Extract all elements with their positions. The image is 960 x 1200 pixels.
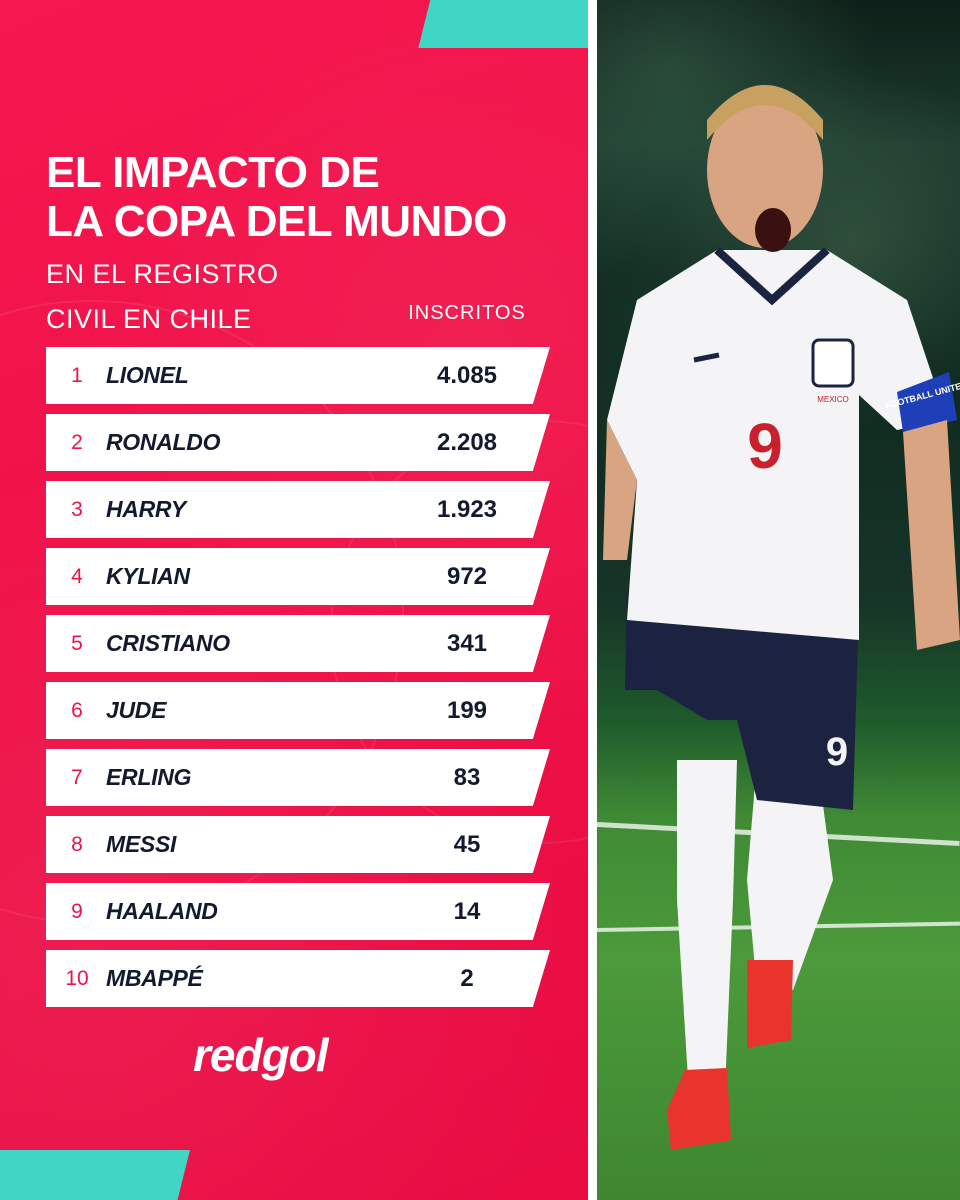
subtitle-line-2: CIVIL EN CHILE [46,304,252,334]
ranking-row: 4 KYLIAN 972 [46,548,550,605]
teal-accent-bottom [0,1150,190,1200]
rank-number: 5 [71,632,83,655]
inscritos-count: 45 [453,831,481,858]
shorts-number: 9 [826,730,848,774]
rank-number: 2 [71,431,83,454]
player-figure: 9 9 FOOTBALL UNITES MEXICO [603,85,960,1150]
player-hair [707,85,823,140]
left-arm [603,420,637,560]
player-head [707,92,823,248]
rank-number: 8 [71,833,83,856]
column-header-inscritos: INSCRITOS [408,302,526,324]
page-title: EL IMPACTO DE LA COPA DEL MUNDO [46,148,507,246]
panel-divider [588,0,597,1200]
rank-number: 4 [71,565,83,588]
ranking-row: 5 CRISTIANO 341 [46,615,550,672]
teal-accent-top [418,0,588,48]
redgol-logo: redgol [193,1029,329,1081]
rank-number: 1 [71,364,83,387]
inscritos-count: 2.208 [436,429,498,456]
player-name: MESSI [106,831,177,857]
left-boot [667,1068,731,1150]
right-arm [903,420,960,650]
ranking-row: 7 ERLING 83 [46,749,550,806]
player-name: HARRY [106,496,186,522]
rank-number: 3 [71,498,83,521]
player-photo: 9 9 FOOTBALL UNITES MEXICO [597,0,960,1200]
title-line-2: LA COPA DEL MUNDO [46,197,507,246]
ranking-row: 2 RONALDO 2.208 [46,414,550,471]
inscritos-count: 14 [453,898,481,925]
inscritos-count: 83 [453,764,481,791]
player-name: ERLING [106,764,192,790]
rank-number: 6 [71,699,83,722]
ranking-row: 9 HAALAND 14 [46,883,550,940]
rank-number: 9 [71,900,83,923]
ranking-row: 3 HARRY 1.923 [46,481,550,538]
subtitle-line-1: EN EL REGISTRO [46,259,279,289]
player-name: CRISTIANO [106,630,230,656]
inscritos-count: 341 [446,630,488,657]
player-name: MBAPPÉ [106,965,203,991]
ranking-panel: EL IMPACTO DE LA COPA DEL MUNDO EN EL RE… [0,0,588,1200]
shorts [625,590,859,810]
ranking-row: 8 MESSI 45 [46,816,550,873]
captain-armband [897,372,957,432]
open-mouth [755,208,791,252]
shirt-number: 9 [747,410,783,482]
inscritos-count: 4.085 [436,362,498,389]
player-name: LIONEL [106,362,189,388]
ranking-row: 1 LIONEL 4.085 [46,347,550,404]
inscritos-count: 1.923 [436,496,498,523]
player-name: HAALAND [106,898,218,924]
right-sock [747,760,833,990]
england-crest [811,338,855,388]
ranking-row: 10 MBAPPÉ 2 [46,950,550,1007]
subtitle: EN EL REGISTRO CIVIL EN CHILE [46,252,279,342]
match-patch-text: MEXICO [817,395,849,404]
player-name: KYLIAN [106,563,190,589]
rank-number: 10 [65,967,89,990]
shirt-collar [714,247,830,306]
right-boot [747,960,793,1048]
ranking-row: 6 JUDE 199 [46,682,550,739]
title-line-1: EL IMPACTO DE [46,148,380,197]
inscritos-count: 199 [446,697,488,724]
player-name: JUDE [106,697,167,723]
inscritos-count: 972 [446,563,488,590]
rank-number: 7 [71,766,83,789]
player-name: RONALDO [106,429,221,455]
shirt [607,250,947,640]
nike-logo [693,352,720,363]
left-sock [677,760,737,1095]
inscritos-count: 2 [460,965,474,992]
